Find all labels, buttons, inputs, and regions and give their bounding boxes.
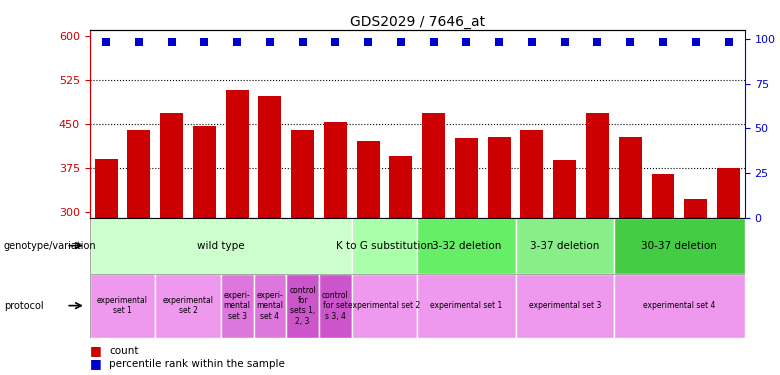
Bar [619, 137, 642, 218]
Point [133, 39, 145, 45]
Bar [221, 274, 254, 338]
Point [362, 39, 374, 45]
Bar [488, 137, 511, 218]
Text: ■: ■ [90, 357, 105, 370]
Text: experi-
mental
set 4: experi- mental set 4 [257, 291, 283, 321]
Text: wild type: wild type [197, 241, 245, 250]
Bar [291, 130, 314, 218]
Bar [422, 113, 445, 218]
Point [526, 39, 538, 45]
Bar [516, 217, 614, 274]
Point [493, 39, 505, 45]
Text: percentile rank within the sample: percentile rank within the sample [109, 359, 285, 369]
Text: experimental set 4: experimental set 4 [644, 301, 715, 310]
Point [165, 39, 178, 45]
Text: genotype/variation: genotype/variation [4, 241, 97, 250]
Bar [254, 274, 286, 338]
Bar [352, 217, 417, 274]
Text: count: count [109, 346, 139, 355]
Point [558, 39, 571, 45]
Bar [193, 126, 216, 218]
Text: experimental set 1: experimental set 1 [431, 301, 502, 310]
Text: ■: ■ [90, 344, 105, 357]
Point [690, 39, 702, 45]
Text: protocol: protocol [4, 301, 44, 310]
Text: experi-
mental
set 3: experi- mental set 3 [224, 291, 250, 321]
Text: K to G substitution: K to G substitution [336, 241, 433, 250]
Bar [324, 122, 347, 218]
Point [100, 39, 112, 45]
Bar [258, 96, 282, 218]
Bar [614, 217, 745, 274]
Bar [286, 274, 319, 338]
Bar [586, 113, 609, 218]
Bar [319, 274, 352, 338]
Point [591, 39, 604, 45]
Point [722, 39, 735, 45]
Bar [684, 199, 707, 217]
Title: GDS2029 / 7646_at: GDS2029 / 7646_at [349, 15, 485, 29]
Bar [160, 113, 183, 218]
Text: 3-32 deletion: 3-32 deletion [432, 241, 501, 250]
Text: experimental set 3: experimental set 3 [529, 301, 601, 310]
Point [264, 39, 276, 45]
Bar [389, 156, 413, 218]
Bar [455, 138, 478, 218]
Text: 3-37 deletion: 3-37 deletion [530, 241, 599, 250]
Bar [417, 217, 516, 274]
Bar [651, 174, 675, 217]
Point [198, 39, 211, 45]
Bar [94, 159, 118, 218]
Bar [225, 90, 249, 218]
Point [460, 39, 473, 45]
Point [231, 39, 243, 45]
Text: experimental
set 2: experimental set 2 [162, 296, 214, 315]
Point [427, 39, 440, 45]
Point [329, 39, 342, 45]
Bar [717, 168, 740, 217]
Text: experimental
set 1: experimental set 1 [97, 296, 148, 315]
Bar [553, 160, 576, 218]
Bar [516, 274, 614, 338]
Bar [356, 141, 380, 218]
Point [296, 39, 309, 45]
Bar [352, 274, 417, 338]
Text: control
for set
s 3, 4: control for set s 3, 4 [322, 291, 349, 321]
Point [624, 39, 636, 45]
Bar [90, 274, 155, 338]
Bar [417, 274, 516, 338]
Text: 30-37 deletion: 30-37 deletion [641, 241, 718, 250]
Bar [520, 130, 544, 218]
Bar [127, 130, 151, 218]
Point [657, 39, 669, 45]
Text: experimental set 2: experimental set 2 [349, 301, 420, 310]
Point [395, 39, 407, 45]
Text: control
for
sets 1,
2, 3: control for sets 1, 2, 3 [289, 285, 316, 326]
Bar [614, 274, 745, 338]
Bar [155, 274, 221, 338]
Bar [90, 217, 352, 274]
